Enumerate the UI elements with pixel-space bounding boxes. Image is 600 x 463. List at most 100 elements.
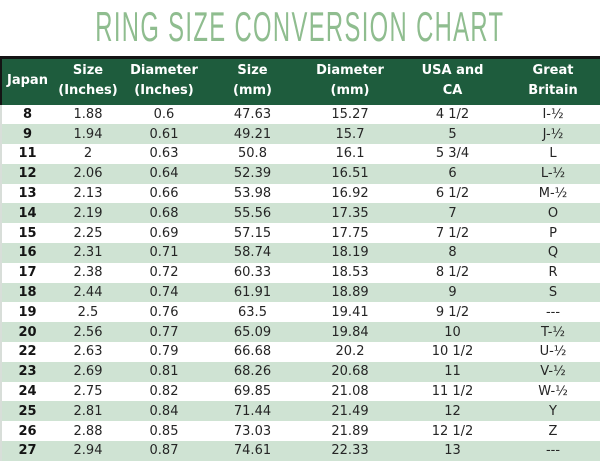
cell-diameter-mm: 19.84: [331, 324, 369, 340]
cell-japan: 22: [18, 344, 37, 360]
table-row: 23 2.69 0.81 68.26 20.68 11 V-½: [1, 361, 600, 382]
cell-great-britain: Q: [547, 245, 559, 261]
cell-usa-ca: 6 1/2: [435, 186, 470, 202]
cell-diameter-mm: 19.41: [331, 304, 369, 320]
table-row: 13 2.13 0.66 53.98 16.92 6 1/2 M-½: [1, 183, 600, 204]
cell-japan: 25: [18, 403, 37, 419]
column-header-line2: (mm): [330, 83, 370, 99]
cell-great-britain: ---: [545, 304, 561, 320]
cell-size-inches: 2.5: [77, 304, 99, 320]
cell-size-mm: 63.5: [238, 304, 267, 320]
cell-diameter-mm: 18.89: [331, 285, 369, 301]
cell-diameter-mm: 15.7: [335, 126, 365, 142]
table-row: 20 2.56 0.77 65.09 19.84 10 T-½: [1, 322, 600, 343]
cell-diameter-inches: 0.74: [149, 285, 179, 301]
table-row: 12 2.06 0.64 52.39 16.51 6 L-½: [1, 163, 600, 184]
cell-diameter-mm: 21.49: [331, 403, 369, 419]
table-row: 18 2.44 0.74 61.91 18.89 9 S: [1, 282, 600, 303]
cell-usa-ca: 5 3/4: [435, 146, 470, 162]
cell-diameter-inches: 0.76: [149, 304, 179, 320]
table-row: 14 2.19 0.68 55.56 17.35 7 O: [1, 203, 600, 224]
column-header-line2: (Inches): [134, 83, 194, 99]
cell-usa-ca: 11: [444, 364, 461, 380]
cell-size-mm: 74.61: [233, 443, 272, 459]
table-row: 24 2.75 0.82 69.85 21.08 11 1/2 W-½: [1, 381, 600, 402]
cell-size-mm: 52.39: [233, 166, 272, 182]
cell-size-mm: 61.91: [233, 285, 272, 301]
column-header-line2: CA: [442, 83, 463, 99]
cell-japan: 8: [22, 106, 33, 122]
cell-japan: 15: [18, 225, 37, 241]
cell-size-mm: 71.44: [233, 403, 272, 419]
table-body: 8 1.88 0.6 47.63 15.27 4 1/2 I-½ 9 1.94 0.61 49.21…: [1, 104, 600, 461]
cell-diameter-mm: 17.35: [331, 205, 369, 221]
table-row: 8 1.88 0.6 47.63 15.27 4 1/2 I-½: [1, 104, 600, 125]
column-header-line1: Size: [237, 63, 268, 79]
cell-great-britain: S: [548, 285, 558, 301]
cell-size-mm: 47.63: [233, 106, 272, 122]
cell-japan: 13: [18, 186, 37, 202]
cell-diameter-inches: 0.85: [149, 423, 179, 439]
column-header-diameter-mm: Diameter (mm): [300, 57, 400, 105]
cell-size-inches: 2.19: [73, 205, 103, 221]
cell-japan: 11: [18, 146, 37, 162]
cell-diameter-inches: 0.87: [149, 443, 179, 459]
cell-usa-ca: 6: [448, 166, 457, 182]
cell-diameter-mm: 20.68: [331, 364, 369, 380]
cell-great-britain: M-½: [538, 186, 568, 202]
cell-diameter-inches: 0.71: [149, 245, 179, 261]
cell-size-inches: 2.63: [73, 344, 103, 360]
cell-great-britain: J-½: [542, 126, 564, 142]
column-header-usa-ca: USA and CA: [400, 57, 505, 105]
cell-diameter-inches: 0.6: [153, 106, 175, 122]
table-row: 17 2.38 0.72 60.33 18.53 8 1/2 R: [1, 262, 600, 283]
cell-usa-ca: 12: [444, 403, 461, 419]
cell-size-inches: 1.88: [73, 106, 103, 122]
cell-size-inches: 2.25: [73, 225, 103, 241]
cell-diameter-inches: 0.61: [149, 126, 179, 142]
cell-usa-ca: 7 1/2: [435, 225, 470, 241]
cell-size-mm: 69.85: [233, 384, 272, 400]
cell-great-britain: R: [548, 265, 558, 281]
column-header-diameter-inches: Diameter (Inches): [123, 57, 205, 105]
cell-japan: 20: [18, 324, 37, 340]
cell-size-inches: 2: [83, 146, 93, 162]
cell-usa-ca: 4 1/2: [435, 106, 470, 122]
column-header-line2: Britain: [528, 83, 578, 99]
cell-japan: 16: [18, 245, 37, 261]
table-row: 11 2 0.63 50.8 16.1 5 3/4 L: [1, 144, 600, 164]
column-header-line1: Great: [532, 63, 574, 79]
column-header-line1: Diameter: [130, 63, 198, 79]
cell-great-britain: L-½: [540, 166, 566, 182]
cell-japan: 26: [18, 423, 37, 439]
cell-diameter-mm: 18.53: [331, 265, 369, 281]
cell-size-mm: 60.33: [233, 265, 272, 281]
ring-size-conversion-table: Japan Size (Inches) Diameter (Inches) Size (mm…: [0, 56, 600, 461]
cell-size-inches: 2.88: [73, 423, 103, 439]
cell-great-britain: Y: [549, 403, 557, 419]
cell-usa-ca: 5: [448, 126, 457, 142]
cell-great-britain: O: [547, 205, 559, 221]
cell-japan: 19: [18, 304, 37, 320]
column-header-line2: (mm): [233, 83, 272, 99]
cell-diameter-mm: 21.08: [331, 384, 369, 400]
table-header: Japan Size (Inches) Diameter (Inches) Size (mm…: [0, 57, 600, 105]
cell-size-mm: 55.56: [233, 205, 272, 221]
cell-usa-ca: 9 1/2: [435, 304, 470, 320]
cell-diameter-inches: 0.68: [149, 205, 179, 221]
cell-usa-ca: 7: [448, 205, 457, 221]
cell-great-britain: U-½: [539, 344, 567, 360]
cell-japan: 12: [18, 166, 37, 182]
cell-size-inches: 2.31: [73, 245, 103, 261]
cell-size-mm: 73.03: [233, 423, 272, 439]
column-header-line1: Size: [72, 63, 104, 79]
cell-size-inches: 2.69: [73, 364, 103, 380]
cell-diameter-mm: 20.2: [335, 344, 365, 360]
cell-usa-ca: 8 1/2: [435, 265, 470, 281]
column-header-size-inches: Size (Inches): [53, 57, 123, 105]
cell-size-mm: 53.98: [233, 186, 272, 202]
cell-size-mm: 66.68: [233, 344, 272, 360]
column-header-great-britain: Great Britain: [505, 57, 600, 105]
cell-size-inches: 2.81: [73, 403, 103, 419]
cell-diameter-inches: 0.77: [149, 324, 179, 340]
